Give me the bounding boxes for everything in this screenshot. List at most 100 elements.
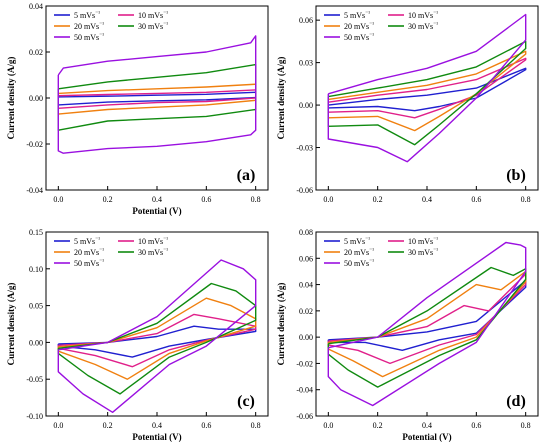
legend-label: 10 mVs⁻¹ xyxy=(138,237,168,246)
legend-label: 30 mVs⁻¹ xyxy=(408,22,438,31)
y-tick-label: 0.06 xyxy=(299,254,313,263)
y-axis-label: Current density (A/g) xyxy=(6,57,16,140)
series-line-4 xyxy=(327,13,527,163)
series-group xyxy=(57,259,257,413)
series-line-1 xyxy=(57,313,257,368)
y-axis-label: Current density (A/g) xyxy=(276,283,286,366)
y-axis-label: Current density (A/g) xyxy=(6,283,16,366)
y-tick-label: -0.05 xyxy=(26,375,43,384)
y-tick-label: 0.08 xyxy=(299,228,313,237)
y-tick-label: -0.06 xyxy=(296,186,313,195)
x-tick-label: 0.8 xyxy=(521,195,531,204)
series-line-0 xyxy=(327,67,527,112)
x-tick-label: 0.4 xyxy=(152,195,162,204)
x-tick-label: 0.6 xyxy=(471,195,481,204)
legend: 5 mVs⁻¹ 10 mVs⁻¹ 20 mVs⁻¹ 30 mVs⁻¹ 50 mVs⁻¹ xyxy=(324,237,438,268)
legend-label: 5 mVs⁻¹ xyxy=(74,237,100,246)
series-line-3 xyxy=(327,266,527,388)
series-line-1 xyxy=(327,273,527,365)
panel-label: (c) xyxy=(237,393,255,410)
y-tick-label: 0.03 xyxy=(299,59,313,68)
panel-label: (d) xyxy=(506,393,526,410)
y-tick-label: -0.06 xyxy=(296,412,313,421)
legend-label: 30 mVs⁻¹ xyxy=(138,22,168,31)
series-line-4 xyxy=(57,35,257,154)
x-tick-label: 0.0 xyxy=(53,421,63,430)
series-line-3 xyxy=(57,63,257,131)
x-tick-label: 0.2 xyxy=(103,421,113,430)
y-tick-label: 0.06 xyxy=(299,16,313,25)
y-tick-label: 0.02 xyxy=(299,307,313,316)
panel-label: (a) xyxy=(237,167,256,184)
y-tick-label: 0.00 xyxy=(299,101,313,110)
y-tick-label: 0.05 xyxy=(29,302,43,311)
x-tick-label: 0.2 xyxy=(373,195,383,204)
y-tick-label: -0.04 xyxy=(296,386,313,395)
y-tick-label: -0.10 xyxy=(26,412,43,421)
panel-label: (b) xyxy=(506,167,526,184)
y-tick-label: -0.04 xyxy=(26,186,43,195)
panel-b: 0.0 0.2 0.4 0.6 0.8 -0.06 -0.03 0.00 0.03 0.06 Cur… xyxy=(276,5,539,204)
series-line-3 xyxy=(57,282,257,395)
legend-label: 10 mVs⁻¹ xyxy=(138,11,168,20)
y-tick-label: 0.15 xyxy=(29,228,43,237)
series-line-3 xyxy=(327,40,527,146)
x-tick-label: 0.8 xyxy=(521,421,531,430)
x-tick-label: 0.6 xyxy=(201,195,211,204)
legend-label: 10 mVs⁻¹ xyxy=(408,11,438,20)
x-tick-label: 0.0 xyxy=(53,195,63,204)
x-tick-label: 0.4 xyxy=(152,421,162,430)
legend-label: 50 mVs⁻¹ xyxy=(344,259,374,268)
x-tick-label: 0.0 xyxy=(323,421,333,430)
panel-d: 0.0 0.2 0.4 0.6 0.8 -0.06 -0.04 -0.02 0.00 0.02 0.… xyxy=(276,228,539,442)
legend-label: 50 mVs⁻¹ xyxy=(74,33,104,42)
series-line-4 xyxy=(57,259,257,413)
x-axis-label: Potential (V) xyxy=(402,432,451,442)
series-line-0 xyxy=(57,325,257,358)
y-tick-label: 0.04 xyxy=(299,281,313,290)
x-tick-label: 0.6 xyxy=(201,421,211,430)
legend-label: 20 mVs⁻¹ xyxy=(74,248,104,257)
panel-a: 0.0 0.2 0.4 0.6 0.8 -0.04 -0.02 0.00 0.02 0.04 Pot… xyxy=(6,2,269,216)
series-line-1 xyxy=(327,57,527,119)
y-axis-label: Current density (A/g) xyxy=(276,57,286,140)
x-axis-label: Potential (V) xyxy=(132,432,181,442)
x-tick-label: 0.6 xyxy=(471,421,481,430)
legend-label: 20 mVs⁻¹ xyxy=(74,22,104,31)
series-group xyxy=(327,241,527,407)
series-line-2 xyxy=(327,50,527,132)
x-tick-label: 0.4 xyxy=(422,195,432,204)
legend-label: 30 mVs⁻¹ xyxy=(138,248,168,257)
series-line-2 xyxy=(327,270,527,378)
legend-label: 10 mVs⁻¹ xyxy=(408,237,438,246)
x-tick-label: 0.0 xyxy=(323,195,333,204)
legend-label: 30 mVs⁻¹ xyxy=(408,248,438,257)
legend-label: 20 mVs⁻¹ xyxy=(344,22,374,31)
series-group xyxy=(57,35,257,154)
legend-label: 5 mVs⁻¹ xyxy=(344,237,370,246)
y-tick-label: 0.00 xyxy=(299,333,313,342)
y-tick-label: -0.03 xyxy=(296,144,313,153)
legend: 5 mVs⁻¹ 10 mVs⁻¹ 20 mVs⁻¹ 30 mVs⁻¹ 50 mVs⁻¹ xyxy=(54,237,168,268)
legend-label: 50 mVs⁻¹ xyxy=(74,259,104,268)
y-tick-label: -0.02 xyxy=(296,359,313,368)
y-tick-label: 0.00 xyxy=(29,338,43,347)
legend-label: 50 mVs⁻¹ xyxy=(344,33,374,42)
y-tick-label: 0.02 xyxy=(29,48,43,57)
legend-label: 20 mVs⁻¹ xyxy=(344,248,374,257)
x-axis-label: Potential (V) xyxy=(132,206,181,216)
y-tick-label: 0.04 xyxy=(29,2,43,11)
x-tick-label: 0.2 xyxy=(373,421,383,430)
legend-label: 5 mVs⁻¹ xyxy=(344,11,370,20)
series-line-2 xyxy=(57,297,257,380)
legend: 5 mVs⁻¹ 10 mVs⁻¹ 20 mVs⁻¹ 30 mVs⁻¹ 50 mVs⁻¹ xyxy=(54,11,168,42)
series-line-4 xyxy=(327,241,527,407)
y-tick-label: 0.10 xyxy=(29,265,43,274)
x-tick-label: 0.8 xyxy=(251,421,261,430)
panel-c: 0.0 0.2 0.4 0.6 0.8 -0.10 -0.05 0.00 0.05 0.10 0.1… xyxy=(6,228,269,442)
legend: 5 mVs⁻¹ 10 mVs⁻¹ 20 mVs⁻¹ 30 mVs⁻¹ 50 mVs⁻¹ xyxy=(324,11,438,42)
y-tick-label: 0.00 xyxy=(29,94,43,103)
x-tick-label: 0.4 xyxy=(422,421,432,430)
